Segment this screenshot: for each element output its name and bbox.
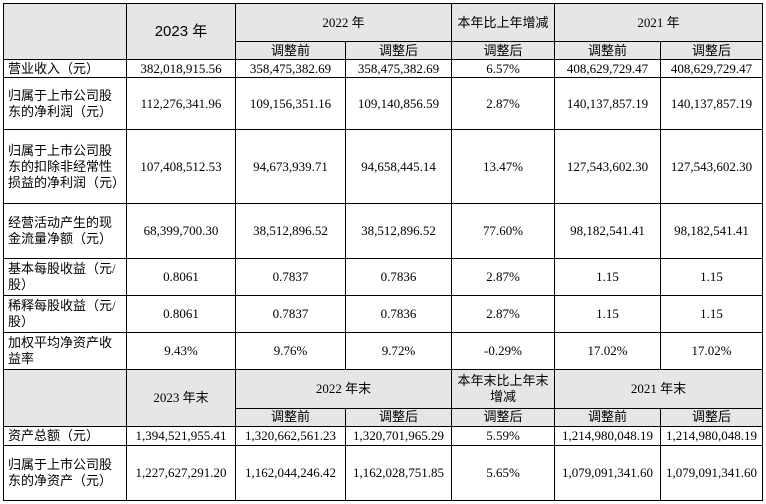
row-label: 归属于上市公司股东的净资产（元）: [3, 444, 127, 502]
value-2023: 0.8061: [126, 295, 236, 334]
sub-2021-before: 调整前: [554, 41, 662, 61]
value-2023: 1,227,627,291.20: [126, 444, 236, 502]
sub-2022-after: 调整后: [344, 41, 453, 61]
value-2021-before: 1,214,980,048.19: [554, 425, 662, 446]
value-2021-after: 1,079,091,341.60: [660, 444, 764, 502]
sub-2021-after: 调整后: [660, 41, 764, 61]
row-label: 归属于上市公司股东的净利润（元）: [3, 77, 127, 131]
value-2021-after: 98,182,541.41: [660, 202, 764, 259]
value-2022-before: 0.7837: [235, 295, 346, 334]
value-2023: 0.8061: [126, 257, 236, 297]
header-2022-end: 2022 年末: [234, 369, 453, 409]
value-2022-before: 1,320,662,561.23: [235, 425, 346, 446]
header-change-end: 本年末比上年末增减: [451, 369, 556, 409]
value-2021-before: 408,629,729.47: [554, 59, 662, 79]
value-2023: 9.43%: [126, 332, 236, 371]
value-2022-after: 9.72%: [344, 332, 453, 371]
table-row: 归属于上市公司股东的扣除非经常性损益的净利润（元） 107,408,512.53…: [3, 129, 764, 204]
value-change: 5.65%: [451, 444, 556, 502]
value-change: -0.29%: [451, 332, 556, 371]
value-2022-after: 358,475,382.69: [344, 59, 453, 79]
table-row: 归属于上市公司股东的净利润（元） 112,276,341.96 109,156,…: [3, 77, 764, 131]
value-2023: 1,394,521,955.41: [126, 425, 236, 446]
table-row: 基本每股收益（元/股） 0.8061 0.7837 0.7836 2.87% 1…: [3, 257, 764, 297]
sub-2022-before: 调整前: [235, 41, 346, 61]
value-change: 77.60%: [451, 202, 556, 259]
value-2023: 107,408,512.53: [126, 129, 236, 204]
sub-2022-after: 调整后: [344, 407, 453, 427]
row-label: 营业收入（元）: [3, 59, 127, 79]
value-2022-before: 9.76%: [235, 332, 346, 371]
header-2022: 2022 年: [234, 2, 453, 43]
value-2023: 112,276,341.96: [126, 77, 236, 131]
table-row: 稀释每股收益（元/股） 0.8061 0.7837 0.7836 2.87% 1…: [3, 295, 764, 334]
row-label: 经营活动产生的现金流量净额（元）: [3, 202, 127, 259]
sub-change-after: 调整后: [451, 407, 556, 427]
value-2021-after: 1,214,980,048.19: [660, 425, 764, 446]
value-2021-before: 1,079,091,341.60: [554, 444, 662, 502]
value-change: 5.59%: [451, 425, 556, 446]
header-row: 2023 年末 2022 年末 本年末比上年末增减 2021 年末: [3, 369, 764, 427]
value-2021-after: 408,629,729.47: [660, 59, 764, 79]
value-change: 2.87%: [451, 77, 556, 131]
value-2022-before: 1,162,044,246.42: [235, 444, 346, 502]
value-2021-after: 1.15: [660, 295, 764, 334]
value-2022-before: 358,475,382.69: [235, 59, 346, 79]
value-2022-after: 0.7836: [344, 257, 453, 297]
value-2022-before: 109,156,351.16: [235, 77, 346, 131]
value-2021-before: 17.02%: [554, 332, 662, 371]
value-2022-after: 94,658,445.14: [344, 129, 453, 204]
header-2023-end: 2023 年末: [126, 369, 236, 427]
value-change: 6.57%: [451, 59, 556, 79]
value-2022-after: 0.7836: [344, 295, 453, 334]
row-label: 归属于上市公司股东的扣除非经常性损益的净利润（元）: [3, 129, 127, 204]
value-change: 13.47%: [451, 129, 556, 204]
value-2022-after: 1,162,028,751.85: [344, 444, 453, 502]
value-2021-before: 127,543,602.30: [554, 129, 662, 204]
corner-cell: [3, 369, 127, 427]
sub-2021-before: 调整前: [554, 407, 662, 427]
financial-summary-table: 2023 年 2022 年 本年比上年增减 2021 年 调整前 调整后 调整后…: [3, 2, 764, 502]
value-2021-before: 98,182,541.41: [554, 202, 662, 259]
sub-2022-before: 调整前: [235, 407, 346, 427]
value-2021-after: 140,137,857.19: [660, 77, 764, 131]
value-2022-after: 109,140,856.59: [344, 77, 453, 131]
value-2021-after: 17.02%: [660, 332, 764, 371]
value-change: 2.87%: [451, 295, 556, 334]
table-row: 归属于上市公司股东的净资产（元） 1,227,627,291.20 1,162,…: [3, 444, 764, 502]
value-change: 2.87%: [451, 257, 556, 297]
value-2021-before: 1.15: [554, 257, 662, 297]
corner-cell: [3, 2, 127, 61]
row-label: 稀释每股收益（元/股）: [3, 295, 127, 334]
table-row: 经营活动产生的现金流量净额（元） 68,399,700.30 38,512,89…: [3, 202, 764, 259]
row-label: 基本每股收益（元/股）: [3, 257, 127, 297]
value-2022-after: 38,512,896.52: [344, 202, 453, 259]
table-row: 资产总额（元） 1,394,521,955.41 1,320,662,561.2…: [3, 425, 764, 446]
table-row: 加权平均净资产收益率 9.43% 9.76% 9.72% -0.29% 17.0…: [3, 332, 764, 371]
table-row: 营业收入（元） 382,018,915.56 358,475,382.69 35…: [3, 59, 764, 79]
value-2022-before: 38,512,896.52: [235, 202, 346, 259]
value-2023: 382,018,915.56: [126, 59, 236, 79]
sub-2021-after: 调整后: [660, 407, 764, 427]
value-2021-after: 1.15: [660, 257, 764, 297]
value-2021-after: 127,543,602.30: [660, 129, 764, 204]
header-change: 本年比上年增减: [451, 2, 556, 43]
sub-change-after: 调整后: [451, 41, 556, 61]
value-2022-before: 94,673,939.71: [235, 129, 346, 204]
value-2023: 68,399,700.30: [126, 202, 236, 259]
value-2022-after: 1,320,701,965.29: [344, 425, 453, 446]
header-2021: 2021 年: [554, 2, 764, 43]
header-2023: 2023 年: [126, 2, 236, 61]
header-2021-end: 2021 年末: [554, 369, 764, 409]
subheader-row: 调整前 调整后 调整后 调整前 调整后: [4, 407, 764, 427]
value-2021-before: 1.15: [554, 295, 662, 334]
value-2021-before: 140,137,857.19: [554, 77, 662, 131]
row-label: 资产总额（元）: [3, 425, 127, 446]
header-row: 2023 年 2022 年 本年比上年增减 2021 年: [3, 2, 764, 61]
value-2022-before: 0.7837: [235, 257, 346, 297]
subheader-row: 调整前 调整后 调整后 调整前 调整后: [4, 41, 764, 61]
row-label: 加权平均净资产收益率: [3, 332, 127, 371]
